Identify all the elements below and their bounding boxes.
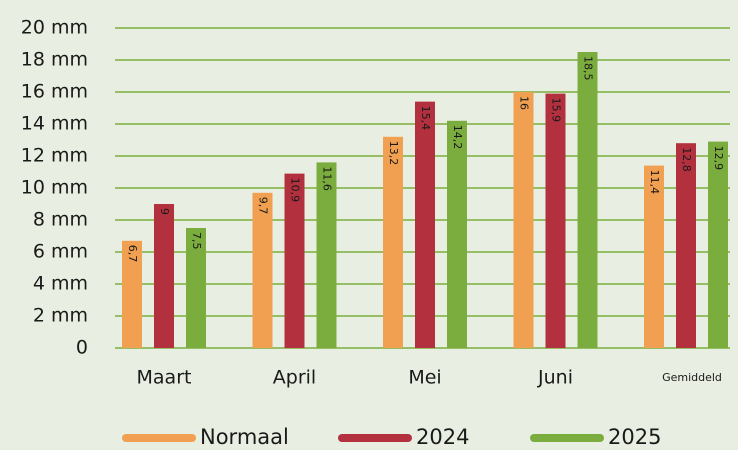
y-tick-label: 10 mm [21,177,88,199]
legend-label: 2024 [416,425,469,449]
bar [252,192,273,348]
data-label: 12,9 [712,146,725,171]
y-tick-label: 16 mm [21,81,88,103]
data-label: 14,2 [451,125,464,150]
data-label: 12,8 [680,147,693,172]
bar [316,162,337,348]
bar [513,92,534,348]
x-tick-label: Gemiddeld [662,371,722,384]
bar [676,143,696,348]
data-label: 16 [518,96,531,110]
x-tick-label: Juni [537,367,573,389]
y-tick-label: 0 [76,337,88,359]
y-tick-label: 12 mm [21,145,88,167]
y-tick-label: 2 mm [33,305,88,327]
bar [122,240,142,348]
data-label: 13,2 [387,141,400,166]
bar [186,228,206,348]
data-label: 7,5 [190,232,203,250]
x-tick-label: Mei [408,367,441,389]
data-label: 10,9 [289,178,302,203]
data-label: 9 [158,208,171,215]
data-label: 18,5 [582,56,595,81]
bar [284,173,305,348]
data-label: 11,6 [321,166,334,191]
bar [383,136,403,348]
data-label: 15,9 [550,98,563,123]
y-tick-label: 8 mm [33,209,88,231]
x-tick-label: April [273,367,316,389]
y-tick-label: 18 mm [21,49,88,71]
y-tick-label: 6 mm [33,241,88,263]
y-tick-label: 14 mm [21,113,88,135]
data-label: 15,4 [419,106,432,131]
y-tick-label: 4 mm [33,273,88,295]
bar [577,52,598,348]
legend-label: 2025 [608,425,661,449]
data-label: 11,4 [648,170,661,195]
bar [708,141,728,348]
legend-label: Normaal [200,425,289,449]
data-label: 6,7 [126,245,139,262]
y-tick-label: 20 mm [21,17,88,39]
bar [545,93,566,348]
bar [415,101,435,348]
bar [644,165,664,348]
x-tick-label: Maart [137,367,192,389]
bar [154,204,174,348]
data-label: 9,7 [257,197,270,215]
bar [447,120,467,348]
